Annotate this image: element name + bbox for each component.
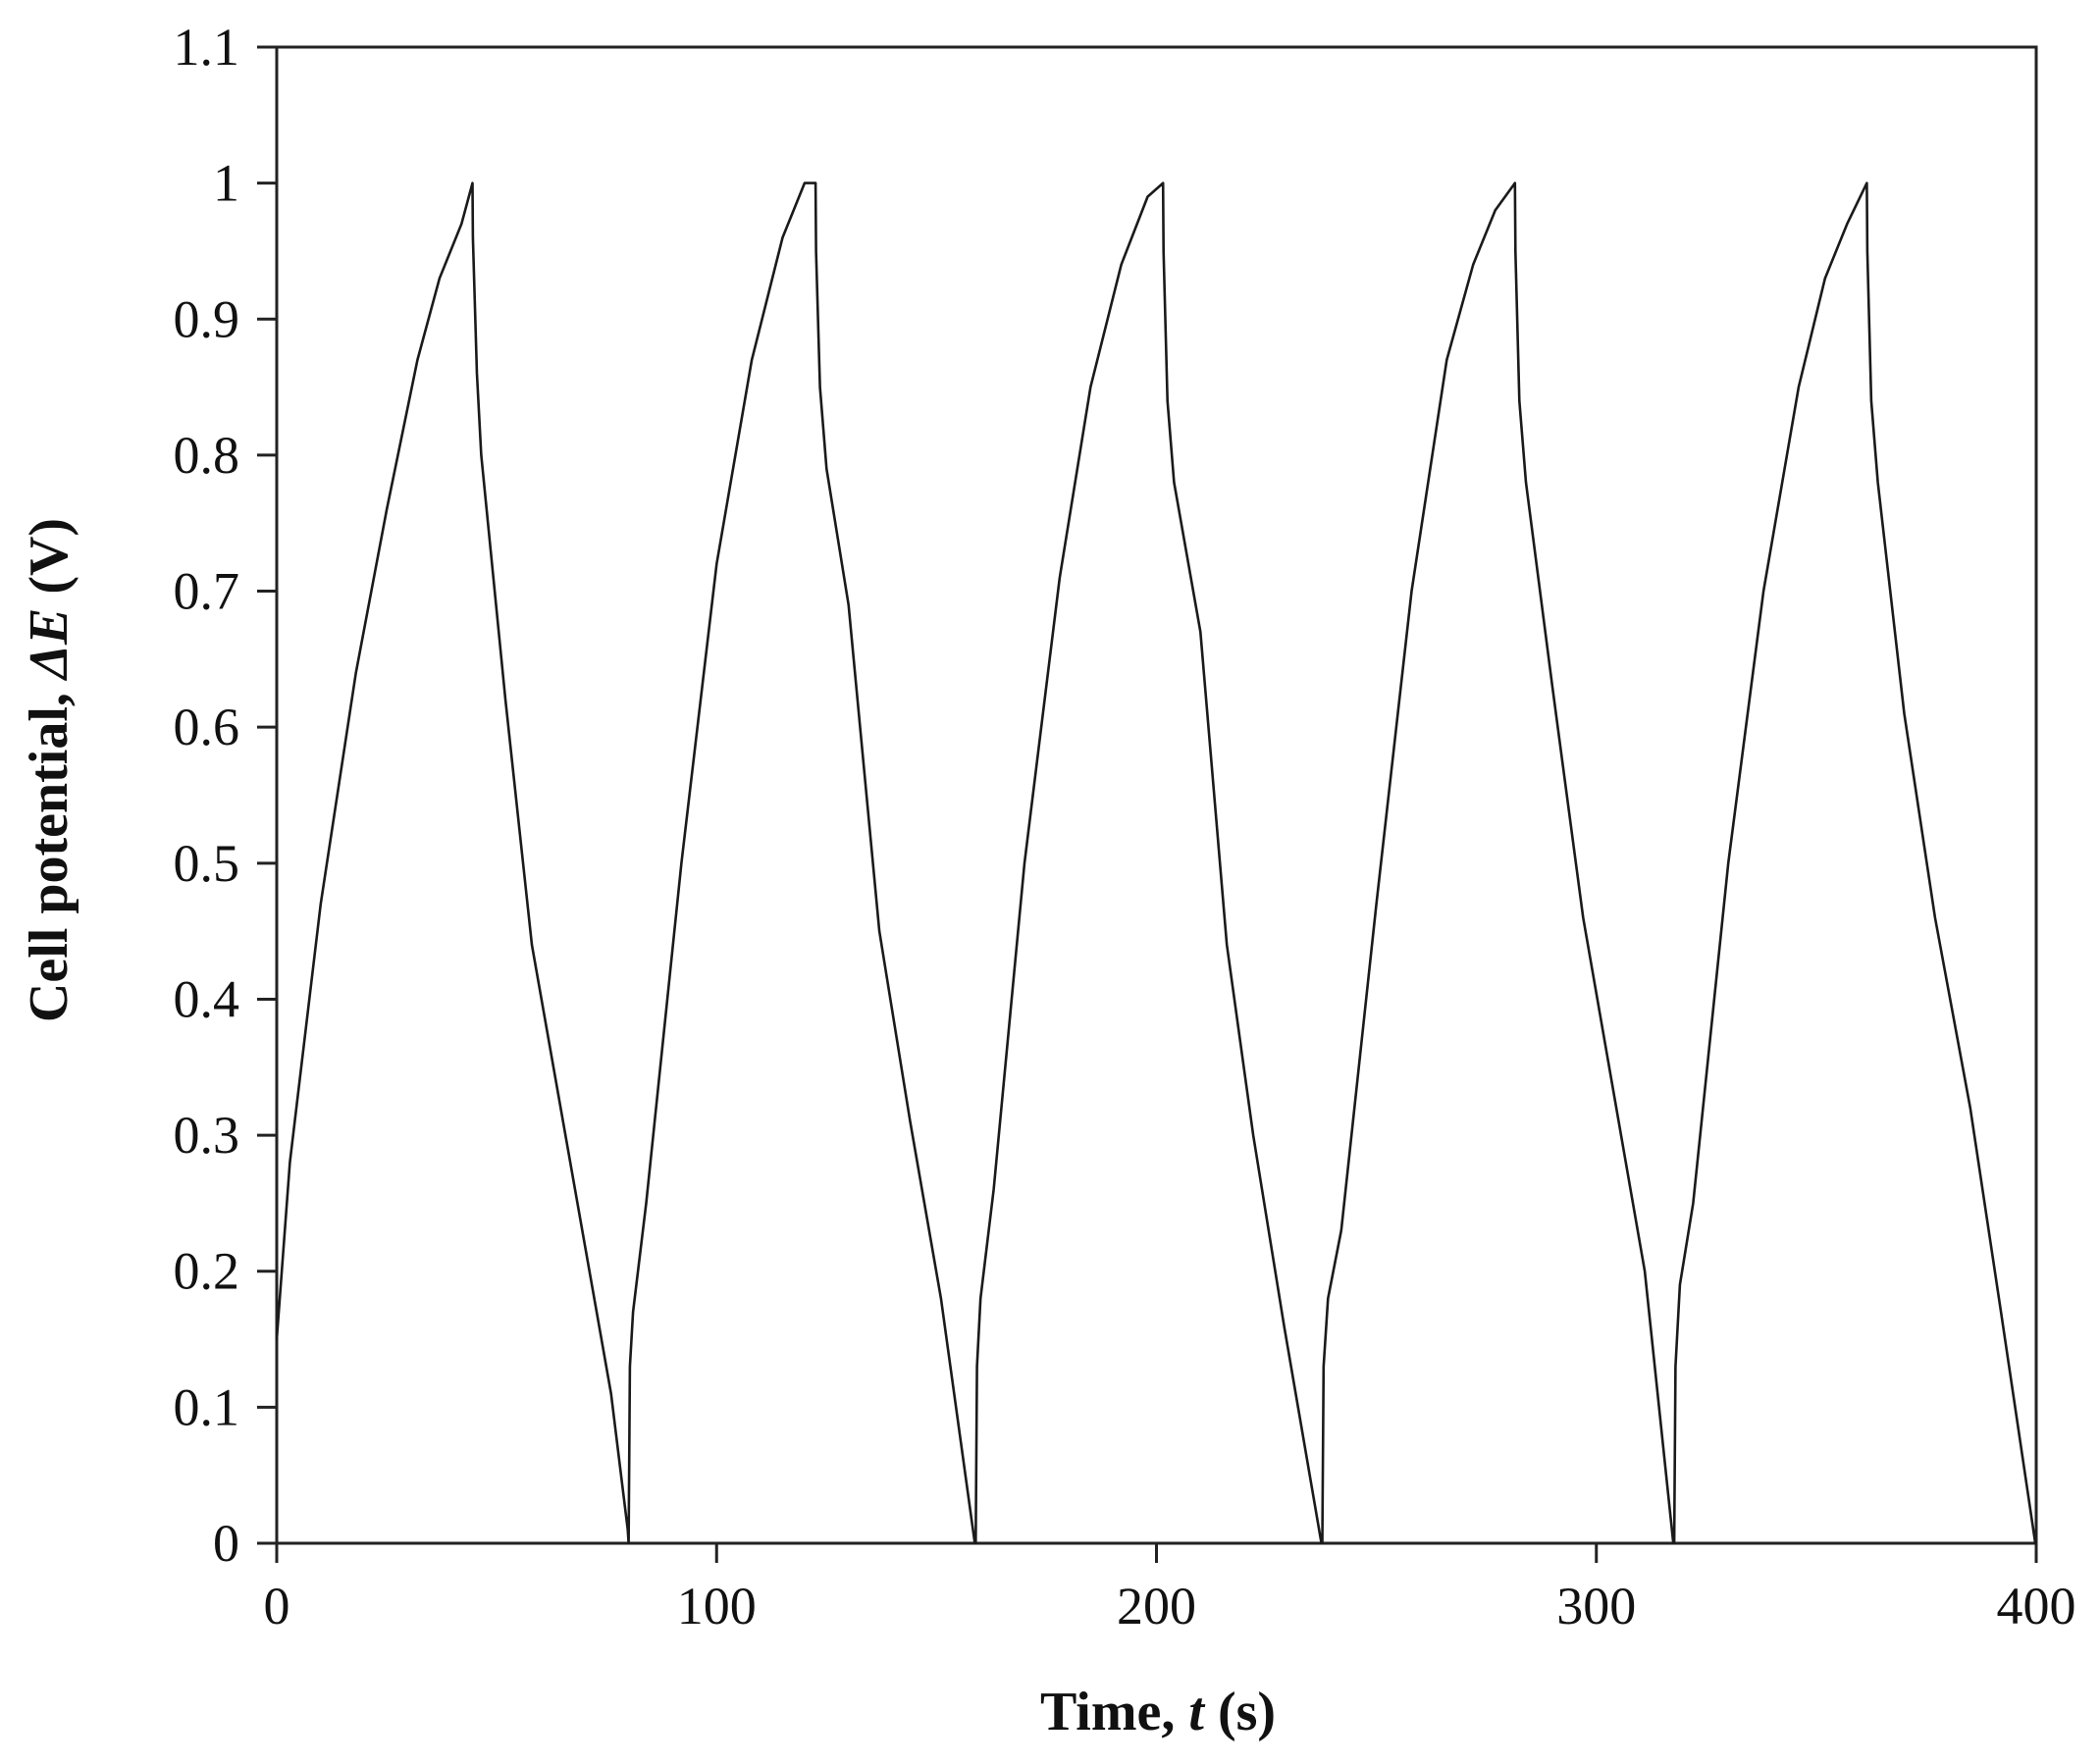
y-tick-label: 0.3 [174,1106,240,1165]
x-tick-label: 200 [1117,1577,1196,1635]
y-axis-title: Cell potential, ΔE (V) [19,518,79,1022]
y-tick-label: 0.6 [174,698,240,756]
y-tick-label: 0.4 [174,969,240,1028]
y-tick-label: 0.9 [174,289,240,348]
y-tick-label: 0.2 [174,1242,240,1301]
plot-frame [275,45,2038,1545]
x-tick-label: 300 [1556,1577,1636,1635]
y-tick-label: 0.1 [174,1377,240,1436]
y-tick-label: 0.8 [174,426,240,485]
y-tick-label: 0 [213,1514,239,1573]
axis-tick-labels: 0 0.1 0.2 0.3 0.4 0.5 0.6 0.7 0.8 0.9 1 1.1 0 100 200 3… [174,18,2076,1635]
x-axis-title: Time, t (s) [1040,1682,1276,1742]
plot-area [275,45,2038,1545]
axis-ticks [257,45,2038,1563]
x-tick-label: 0 [264,1577,290,1635]
y-tick-label: 1 [213,154,239,213]
y-tick-label: 1.1 [174,18,240,77]
y-tick-label: 0.5 [174,834,240,893]
series-line-cell-potential [275,182,2037,1545]
series-layer [275,182,2037,1545]
y-tick-label: 0.7 [174,562,240,621]
x-tick-label: 400 [1997,1577,2076,1635]
x-tick-label: 100 [677,1577,757,1635]
